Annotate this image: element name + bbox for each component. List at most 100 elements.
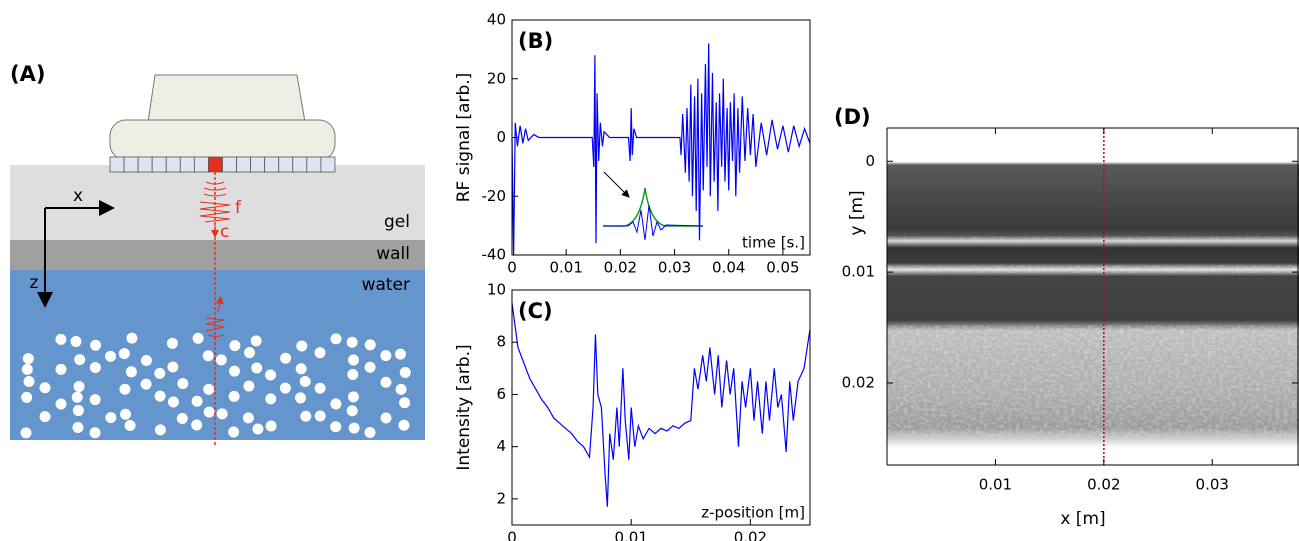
- scatterer: [295, 392, 307, 404]
- layer-label: gel: [384, 212, 410, 232]
- scatterer: [90, 339, 102, 351]
- diagram: (A) x z f c gel wall water: [10, 62, 425, 445]
- y-tick-label: 0.02: [842, 373, 875, 391]
- panel-label: (B): [518, 29, 553, 53]
- scatterer: [89, 394, 101, 406]
- scatterer: [154, 367, 166, 379]
- scatterer: [73, 381, 85, 393]
- y-tick-label: -40: [482, 246, 507, 264]
- scatterer: [228, 426, 240, 438]
- scatterer: [72, 421, 84, 433]
- inset: [603, 171, 704, 241]
- scatterer: [296, 340, 308, 352]
- array-elements: [109, 156, 336, 173]
- annotation: z-position [m]: [701, 504, 805, 522]
- y-tick-label: 2: [496, 489, 506, 507]
- scatterer: [330, 421, 342, 433]
- scatterer: [176, 412, 188, 424]
- scatterer: [55, 363, 67, 375]
- scatterer: [72, 405, 84, 417]
- array-element: [193, 156, 209, 173]
- scatterer: [364, 427, 376, 439]
- scatterer: [167, 361, 179, 373]
- array-element: [208, 156, 223, 173]
- x-tick-label: 0: [507, 529, 517, 541]
- array-element: [151, 156, 167, 173]
- panel-label: (D): [834, 105, 871, 129]
- scatterer: [348, 422, 360, 434]
- array-element: [222, 156, 237, 173]
- scatterer: [330, 333, 342, 345]
- x-tick-label: 0: [507, 259, 517, 277]
- scatterer: [399, 397, 411, 409]
- x-tick-label: 0.04: [712, 259, 745, 277]
- scatterers: [20, 332, 411, 439]
- scatterer: [265, 369, 277, 381]
- scatterer: [216, 408, 228, 420]
- scatterer: [347, 369, 359, 381]
- scatterer: [364, 339, 376, 351]
- array-element: [250, 156, 266, 173]
- scatterer: [280, 352, 292, 364]
- scatterer: [192, 332, 204, 344]
- wave-label: c: [220, 222, 229, 242]
- array-element: [264, 156, 280, 173]
- x-tick-label: 0.02: [734, 529, 767, 541]
- inset-envelope: [603, 187, 703, 227]
- scatterer: [314, 410, 326, 422]
- scatterer: [124, 420, 136, 432]
- layer-label: water: [362, 275, 410, 295]
- scatterer: [300, 410, 312, 422]
- scatterer: [203, 383, 215, 395]
- scatterer: [177, 378, 189, 390]
- scatterer: [252, 423, 264, 435]
- y-axis-label: Intensity [arb.]: [454, 344, 474, 470]
- scatterer: [229, 340, 241, 352]
- scatterer: [380, 376, 392, 388]
- y-tick-label: 0: [865, 152, 875, 170]
- scatterer: [89, 362, 101, 374]
- scatterer: [364, 361, 376, 373]
- scatterer: [39, 411, 51, 423]
- y-tick-label: 10: [487, 281, 506, 299]
- scatterer: [299, 376, 311, 388]
- scatterer: [394, 348, 406, 360]
- y-tick-label: 4: [496, 437, 506, 455]
- scatterer: [105, 350, 117, 362]
- scatterer: [21, 391, 33, 403]
- scatterer: [265, 393, 277, 405]
- array-element: [137, 156, 153, 173]
- gel-layer: [10, 165, 425, 240]
- x-tick-label: 0.02: [604, 259, 637, 277]
- scatterer: [243, 380, 255, 392]
- scatterer: [229, 365, 241, 377]
- scatterer: [279, 382, 291, 394]
- scatterer: [203, 406, 215, 418]
- array-element: [123, 156, 139, 173]
- array-element: [165, 156, 181, 173]
- transducer-body: [109, 119, 336, 161]
- scatterer: [125, 366, 137, 378]
- echo-wave: [205, 317, 225, 337]
- x-tick-label: 0.02: [1087, 476, 1120, 494]
- scatterer: [395, 383, 407, 395]
- array-element: [278, 156, 294, 173]
- array-element: [320, 156, 336, 173]
- speckle: [887, 236, 1299, 242]
- scatterer: [398, 419, 410, 431]
- scatterer: [21, 363, 33, 375]
- speckle: [887, 265, 1299, 273]
- scatterer: [242, 412, 254, 424]
- emitted-wave: [199, 181, 231, 223]
- scatterer: [119, 383, 131, 395]
- scatterer: [399, 366, 411, 378]
- scatterer: [191, 395, 203, 407]
- scatterer: [380, 350, 392, 362]
- scatterer: [126, 332, 138, 344]
- annotation: time [s.]: [742, 234, 805, 252]
- scatterer: [265, 420, 277, 432]
- scatterer: [314, 382, 326, 394]
- array-element: [236, 156, 251, 173]
- scatterer: [314, 347, 326, 359]
